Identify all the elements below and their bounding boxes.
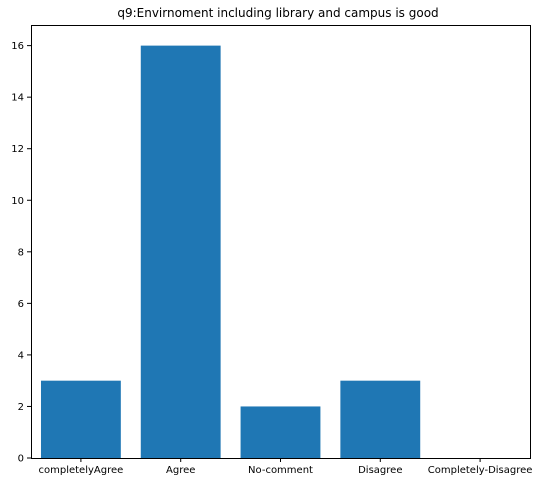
y-tick-label: 14 [11,93,24,104]
x-axis: completelyAgree Agree No-comment Disagree Co… [39,458,533,476]
bar-agree [140,45,221,458]
bar-disagree [340,380,421,458]
x-tick-label: Agree [166,465,195,476]
x-tick-label: No-comment [248,465,313,476]
bar-completelyagree [40,380,121,458]
y-tick-label: 12 [11,144,24,155]
x-tick-label: Disagree [358,465,402,476]
y-tick-label: 0 [18,454,24,465]
y-tick-label: 6 [18,299,24,310]
bars-group [40,45,421,458]
x-tick-label: completelyAgree [39,465,124,476]
bar-no-comment [240,406,321,458]
y-tick-label: 10 [11,196,24,207]
y-tick-label: 16 [11,41,24,52]
y-axis: 0 2 4 6 8 10 12 14 16 [11,41,31,465]
y-tick-label: 4 [18,350,24,361]
y-tick-label: 8 [18,247,24,258]
x-tick-label: Completely-Disagree [428,465,533,476]
plot-frame [31,25,531,459]
chart-title: q9:Envirnoment including library and cam… [117,6,438,20]
y-tick-label: 2 [18,402,24,413]
